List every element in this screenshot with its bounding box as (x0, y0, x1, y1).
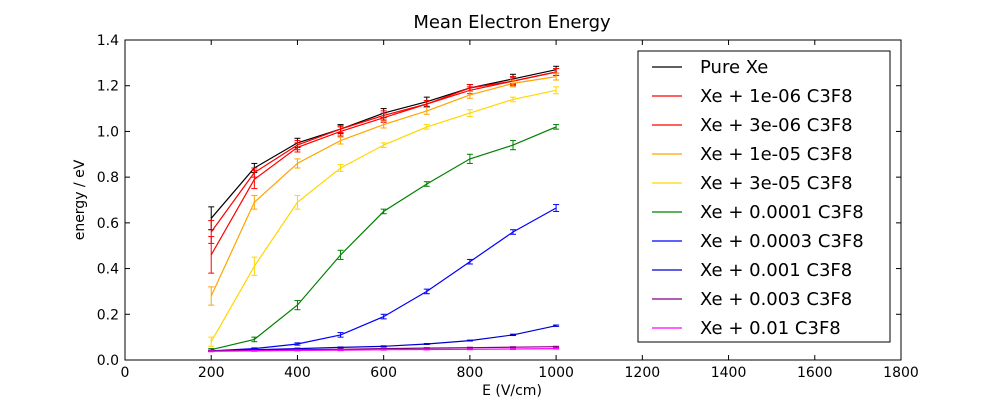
legend-label: Xe + 0.01 C3F8 (700, 318, 841, 339)
x-tick-label: 1200 (625, 365, 661, 381)
y-tick-label: 0.4 (97, 262, 119, 278)
x-tick-label: 200 (198, 365, 225, 381)
legend-label: Xe + 1e-06 C3F8 (700, 86, 853, 107)
legend-label: Xe + 0.0003 C3F8 (700, 231, 864, 252)
series-5 (208, 124, 560, 352)
chart-title: Mean Electron Energy (413, 12, 611, 33)
y-tick-label: 1.2 (97, 79, 119, 95)
legend-label: Xe + 3e-06 C3F8 (700, 115, 853, 136)
x-tick-label: 400 (284, 365, 311, 381)
legend-label: Xe + 3e-05 C3F8 (700, 173, 853, 194)
legend-box (637, 50, 891, 343)
x-tick-label: 1800 (883, 365, 919, 381)
y-tick-label: 0.8 (97, 170, 119, 186)
legend-label: Xe + 0.001 C3F8 (700, 260, 852, 281)
series-6 (208, 204, 560, 353)
series-4 (208, 86, 560, 347)
series-3 (208, 72, 560, 306)
x-tick-label: 0 (121, 365, 130, 381)
series-9 (208, 347, 560, 353)
x-tick-label: 800 (457, 365, 484, 381)
y-tick-label: 1.0 (97, 124, 119, 140)
x-tick-label: 1600 (797, 365, 833, 381)
x-tick-label: 600 (370, 365, 397, 381)
y-tick-label: 0.6 (97, 216, 119, 232)
legend-label: Pure Xe (700, 57, 768, 78)
y-tick-label: 0.2 (97, 307, 119, 323)
ticks-layer: 0 200 400 600 800 1000 1200 1400 1600 1800 0.0 0.2 0… (97, 33, 919, 381)
y-axis-label: energy / eV (72, 159, 88, 240)
y-tick-label: 1.4 (97, 33, 119, 49)
x-tick-label: 1000 (538, 365, 574, 381)
x-axis-label: E (V/cm) (482, 383, 542, 399)
plot-frame (124, 39, 902, 361)
legend-label: Xe + 0.003 C3F8 (700, 289, 852, 310)
legend: Pure Xe Xe + 1e-06 C3F8 Xe + 3e-06 C3F8 Xe … (637, 50, 891, 343)
legend-label: Xe + 1e-05 C3F8 (700, 144, 853, 165)
y-tick-label: 0.0 (97, 353, 119, 369)
series-layer (208, 65, 560, 353)
x-tick-label: 1400 (711, 365, 747, 381)
legend-label: Xe + 0.0001 C3F8 (700, 202, 864, 223)
